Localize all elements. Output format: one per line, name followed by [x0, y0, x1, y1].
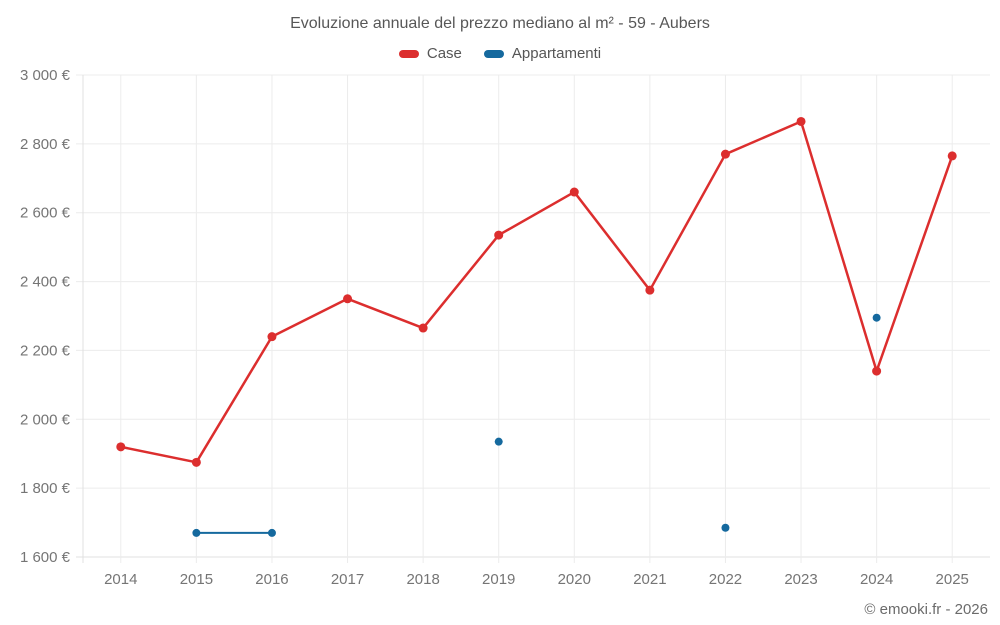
legend-label: Appartamenti: [511, 45, 602, 62]
x-axis-tick-label: 2014: [104, 571, 137, 588]
x-axis-tick-label: 2016: [255, 571, 288, 588]
y-axis-tick-label: 2 000 €: [20, 411, 71, 428]
y-axis-tick-label: 1 800 €: [20, 480, 71, 497]
y-axis-tick-label: 1 600 €: [20, 549, 71, 566]
legend-label: Case: [426, 45, 462, 62]
x-axis-tick-label: 2020: [558, 571, 591, 588]
data-point-appartamenti[interactable]: [494, 437, 503, 446]
chart-title: Evoluzione annuale del prezzo mediano al…: [290, 15, 710, 32]
x-axis-tick-label: 2017: [331, 571, 364, 588]
data-point-appartamenti[interactable]: [192, 528, 201, 537]
data-point-case[interactable]: [418, 323, 428, 333]
x-axis-tick-label: 2019: [482, 571, 515, 588]
y-axis-tick-label: 3 000 €: [20, 67, 71, 84]
legend-item-case[interactable]: Case: [398, 45, 462, 62]
data-point-case[interactable]: [191, 457, 201, 467]
data-point-appartamenti[interactable]: [872, 313, 881, 322]
series-case: [116, 116, 957, 467]
data-point-case[interactable]: [796, 116, 806, 126]
credit-footer: © emooki.fr - 2026: [864, 601, 988, 618]
legend-item-appartamenti[interactable]: Appartamenti: [483, 45, 602, 62]
data-point-case[interactable]: [116, 442, 126, 452]
data-point-appartamenti[interactable]: [267, 528, 276, 537]
x-axis-tick-label: 2018: [406, 571, 439, 588]
y-axis-tick-label: 2 600 €: [20, 205, 71, 222]
series-line-case: [120, 120, 954, 464]
data-point-case[interactable]: [267, 332, 277, 342]
y-axis-tick-label: 2 200 €: [20, 342, 71, 359]
data-point-case[interactable]: [872, 366, 882, 376]
x-axis-tick-label: 2025: [936, 571, 969, 588]
data-point-case[interactable]: [343, 294, 353, 304]
data-point-appartamenti[interactable]: [721, 523, 730, 532]
data-point-case[interactable]: [720, 149, 730, 159]
data-point-case[interactable]: [569, 187, 579, 197]
x-axis-tick-label: 2022: [709, 571, 742, 588]
data-point-case[interactable]: [947, 151, 957, 161]
legend-swatch-case: [398, 49, 419, 58]
x-axis-tick-label: 2015: [180, 571, 213, 588]
gridlines: 1 600 € 1 800 € 2 000 € 2 200 € 2 400 € 2 600…: [20, 67, 990, 588]
data-point-case[interactable]: [494, 230, 504, 240]
y-axis-tick-label: 2 400 €: [20, 274, 71, 291]
legend-swatch-appartamenti: [483, 49, 504, 58]
legend: Case Appartamenti: [0, 45, 1000, 62]
data-point-case[interactable]: [645, 285, 655, 295]
series-appartamenti: [192, 313, 881, 537]
y-axis-tick-label: 2 800 €: [20, 136, 71, 153]
x-axis-tick-label: 2024: [860, 571, 893, 588]
x-axis-tick-label: 2023: [784, 571, 817, 588]
x-axis-tick-label: 2021: [633, 571, 666, 588]
